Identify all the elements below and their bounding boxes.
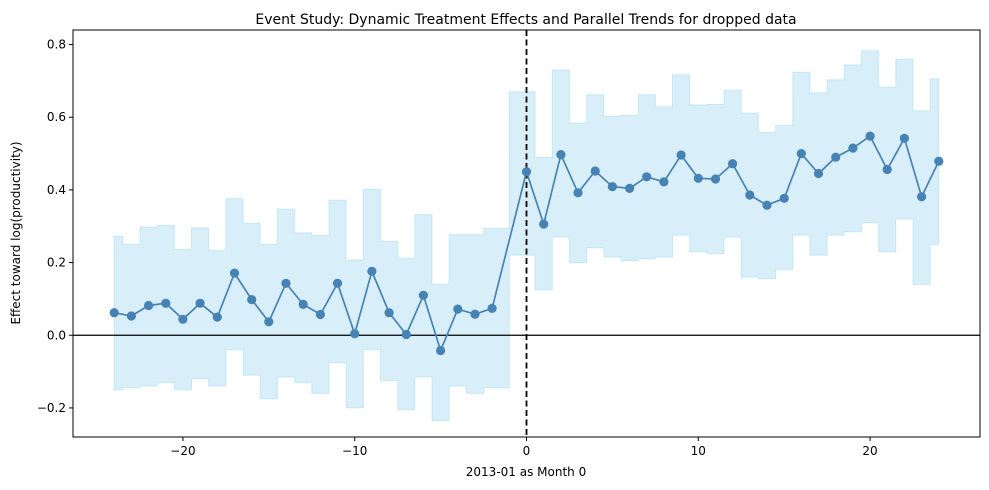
y-axis: −0.2 0.0 0.2 0.4 0.6 0.8 bbox=[37, 38, 73, 415]
y-axis-label: Effect toward log(productivity) bbox=[9, 141, 23, 324]
effect-point bbox=[315, 309, 325, 320]
effect-point bbox=[831, 152, 841, 162]
x-tick-label: 20 bbox=[862, 444, 877, 458]
effect-point bbox=[710, 174, 721, 184]
effect-point bbox=[521, 167, 532, 177]
x-tick-label: −10 bbox=[342, 444, 367, 458]
effect-point bbox=[453, 304, 463, 314]
effect-point bbox=[350, 329, 360, 339]
axes-frame bbox=[72, 29, 981, 438]
effect-point bbox=[556, 150, 566, 160]
effect-point bbox=[882, 164, 892, 175]
effect-point bbox=[126, 311, 136, 321]
effect-point bbox=[332, 278, 343, 288]
effect-point bbox=[899, 133, 910, 143]
effect-point bbox=[865, 131, 875, 141]
effect-point bbox=[298, 299, 308, 309]
chart-title: Event Study: Dynamic Treatment Effects a… bbox=[255, 12, 796, 28]
effect-point bbox=[796, 149, 806, 159]
effect-point bbox=[659, 177, 669, 187]
effect-point bbox=[178, 314, 188, 324]
y-tick-label: 0.8 bbox=[47, 38, 66, 52]
effect-point bbox=[539, 219, 549, 229]
effect-point bbox=[762, 200, 772, 210]
effect-point bbox=[436, 345, 446, 356]
y-tick-label: 0.0 bbox=[47, 328, 66, 342]
y-tick-label: 0.6 bbox=[47, 110, 66, 124]
confidence-band bbox=[113, 50, 940, 422]
effect-point bbox=[590, 166, 600, 176]
effect-point bbox=[161, 298, 171, 308]
effect-point bbox=[229, 268, 240, 278]
plot-area bbox=[73, 30, 980, 437]
effect-point bbox=[418, 290, 428, 300]
effect-point bbox=[779, 193, 789, 203]
effect-point bbox=[934, 156, 944, 166]
effect-point bbox=[917, 192, 927, 202]
effect-point bbox=[848, 143, 858, 153]
effect-point bbox=[573, 188, 583, 198]
x-tick-label: −20 bbox=[170, 444, 195, 458]
effect-point bbox=[728, 159, 738, 169]
x-tick-label: 0 bbox=[523, 444, 531, 458]
effect-point bbox=[195, 298, 205, 308]
effect-point bbox=[247, 295, 257, 305]
y-tick-label: 0.4 bbox=[47, 183, 66, 197]
effect-point bbox=[212, 312, 222, 322]
y-tick-label: 0.2 bbox=[47, 256, 66, 270]
x-axis: −20 −10 0 10 20 bbox=[170, 437, 878, 458]
effect-point bbox=[625, 183, 635, 193]
effect-point bbox=[693, 173, 703, 183]
effect-point bbox=[607, 182, 618, 192]
effect-point bbox=[367, 266, 377, 276]
effect-point bbox=[281, 278, 291, 288]
effect-point bbox=[487, 303, 497, 313]
effect-point bbox=[401, 329, 411, 340]
effect-point bbox=[642, 172, 652, 182]
effect-point bbox=[676, 150, 686, 160]
x-tick-label: 10 bbox=[691, 444, 706, 458]
effect-point bbox=[144, 300, 154, 311]
effect-point bbox=[109, 308, 119, 318]
effect-point bbox=[264, 317, 274, 327]
effect-point bbox=[813, 168, 824, 179]
x-axis-label: 2013-01 as Month 0 bbox=[466, 465, 586, 479]
effect-point bbox=[384, 308, 394, 318]
effect-point bbox=[745, 190, 755, 200]
y-tick-label: −0.2 bbox=[37, 401, 66, 415]
effect-point bbox=[470, 309, 480, 319]
